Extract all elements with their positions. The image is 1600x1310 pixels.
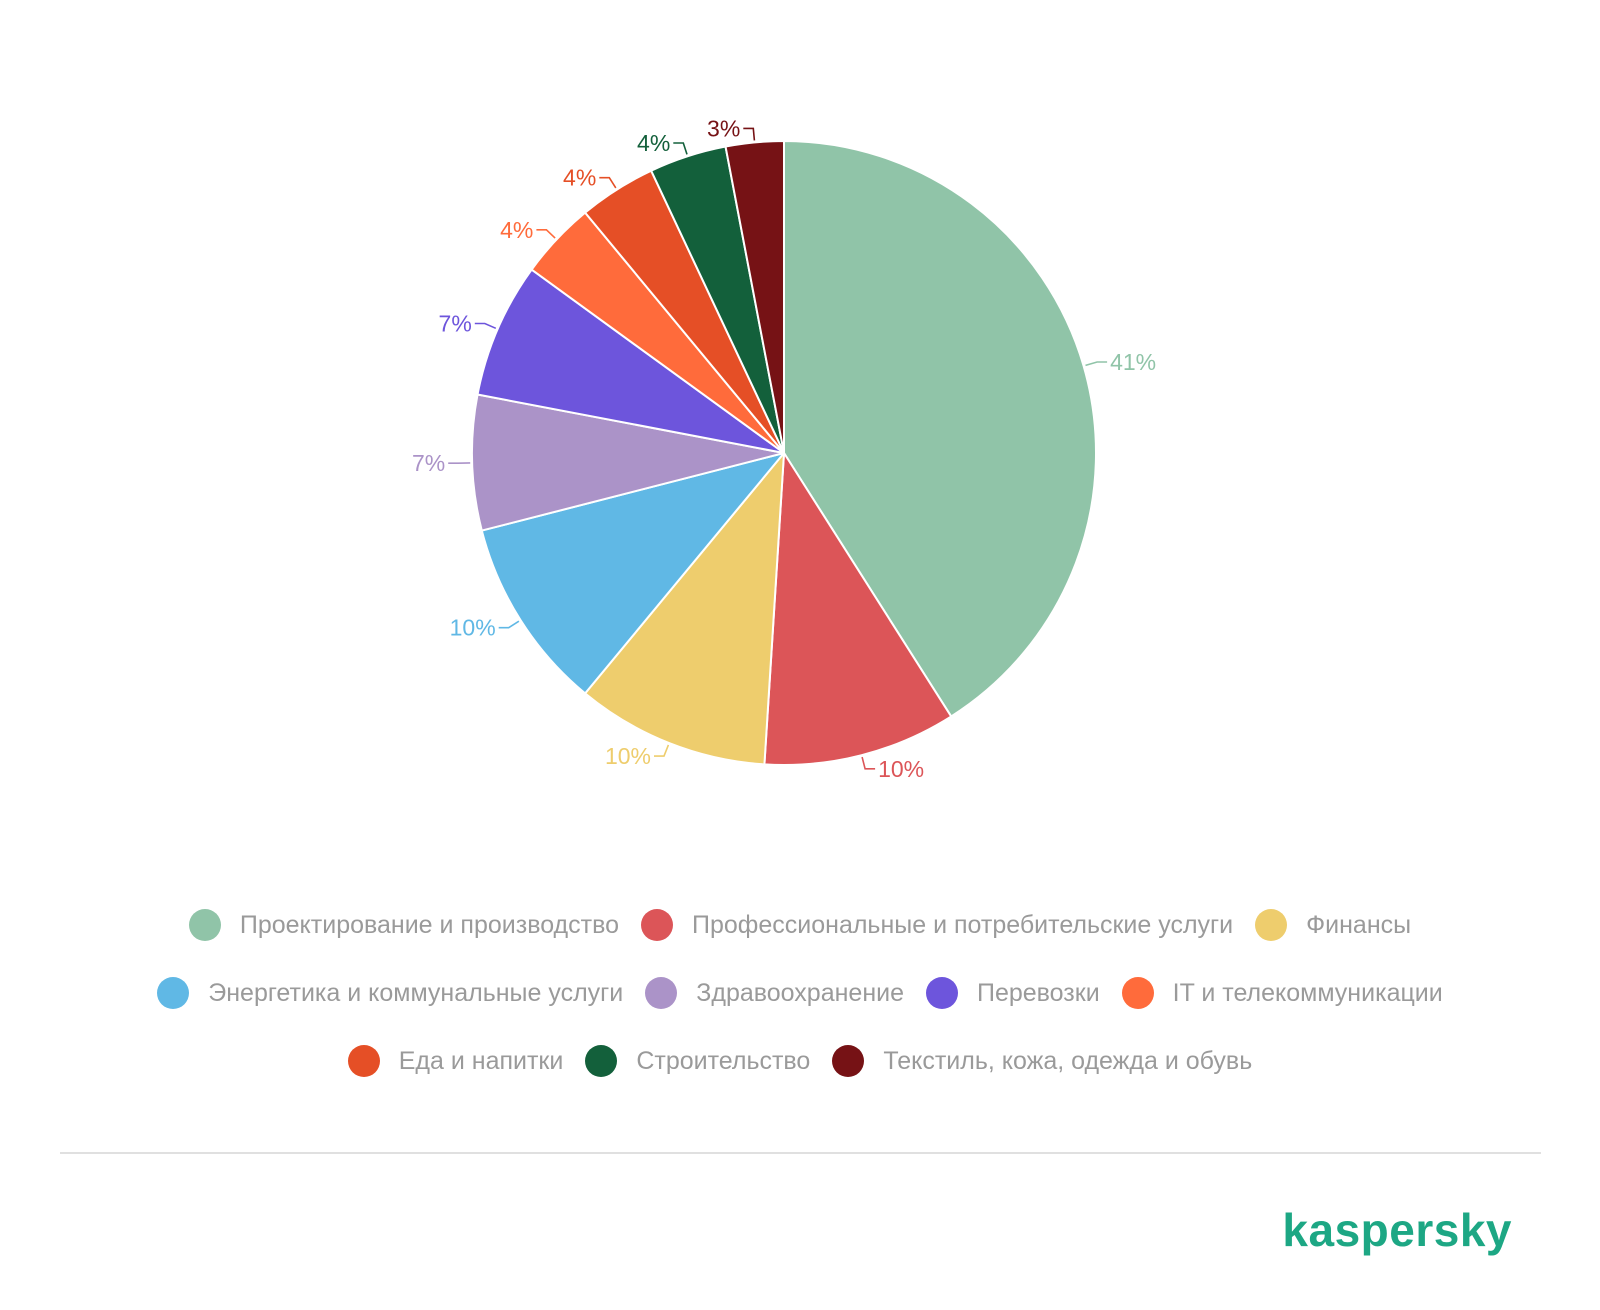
legend-label: Еда и напитки — [398, 1046, 564, 1075]
leader-line — [474, 322, 497, 330]
pie-leader-lines — [448, 127, 1108, 770]
pie-slice — [476, 268, 785, 454]
percent-label: 10% — [878, 756, 924, 782]
legend-item: Финансы — [1255, 909, 1411, 941]
chart-legend: Проектирование и производство Профессион… — [0, 905, 1600, 1109]
legend-swatch — [1121, 977, 1154, 1009]
pie-slice — [724, 140, 785, 454]
legend-swatch — [641, 909, 674, 941]
legend-label: Профессиональные и потребительские услуг… — [692, 910, 1234, 939]
pie-percent-labels: 41% 10% 10% 10% 7% 7% 4% 4% 4% 3% — [412, 115, 1156, 781]
legend-swatch — [585, 1045, 618, 1077]
percent-label: 10% — [605, 743, 651, 769]
kaspersky-logo: kaspersky — [1282, 1204, 1512, 1256]
legend-row-3: Еда и напитки Строительство Текстиль, ко… — [0, 1041, 1600, 1081]
pie-slice — [584, 452, 785, 766]
percent-label: 4% — [637, 130, 670, 156]
leader-line — [861, 756, 876, 770]
legend-row-1: Проектирование и производство Профессион… — [0, 905, 1600, 945]
leader-line — [743, 127, 756, 141]
leader-line — [654, 744, 670, 757]
legend-swatch — [188, 909, 221, 941]
legend-swatch — [347, 1045, 380, 1077]
legend-item: Перевозки — [926, 977, 1100, 1009]
legend-item: Энергетика и коммунальные услуги — [157, 977, 623, 1009]
percent-label: 3% — [707, 115, 740, 141]
legend-label: Энергетика и коммунальные услуги — [208, 978, 624, 1007]
legend-item: Профессиональные и потребительские услуг… — [641, 909, 1233, 941]
legend-item: Строительство — [585, 1045, 810, 1077]
leader-line — [599, 176, 617, 189]
percent-label: 10% — [450, 615, 496, 641]
legend-item: Здравоохранение — [645, 977, 904, 1009]
legend-swatch — [645, 977, 678, 1009]
pie-slice — [480, 452, 785, 695]
leader-line — [1085, 361, 1108, 367]
legend-item: Проектирование и производство — [188, 909, 620, 941]
leader-line — [673, 142, 688, 155]
pie-chart: 41% 10% 10% 10% 7% 7% 4% 4% 4% 3% — [412, 115, 1156, 781]
percent-label: 4% — [500, 217, 533, 243]
legend-label: Проектирование и производство — [239, 910, 620, 939]
percent-label: 4% — [563, 165, 596, 191]
pie-slice — [763, 452, 953, 766]
legend-label: Финансы — [1306, 910, 1412, 939]
leader-line — [536, 229, 556, 239]
pie-slice — [783, 140, 1097, 718]
legend-item: Текстиль, кожа, одежда и обувь — [832, 1045, 1252, 1077]
legend-item: Еда и напитки — [347, 1045, 564, 1077]
legend-swatch — [1255, 909, 1288, 941]
legend-label: Здравоохранение — [696, 978, 904, 1007]
legend-swatch — [832, 1045, 865, 1077]
legend-row-2: Энергетика и коммунальные услуги Здравоо… — [0, 973, 1600, 1013]
percent-label: 7% — [412, 450, 445, 476]
legend-swatch — [926, 977, 958, 1009]
pie-slices — [471, 140, 1097, 766]
legend-label: Перевозки — [977, 978, 1100, 1007]
legend-label: IT и телекоммуникации — [1172, 978, 1443, 1007]
footer-divider — [60, 1152, 1541, 1154]
percent-label: 41% — [1110, 349, 1156, 375]
legend-swatch — [157, 977, 190, 1009]
pie-slice — [471, 393, 785, 532]
leader-line — [498, 620, 520, 629]
legend-item: IT и телекоммуникации — [1121, 977, 1443, 1009]
percent-label: 7% — [439, 311, 472, 337]
legend-label: Строительство — [636, 1046, 811, 1075]
legend-label: Текстиль, кожа, одежда и обувь — [883, 1046, 1253, 1075]
